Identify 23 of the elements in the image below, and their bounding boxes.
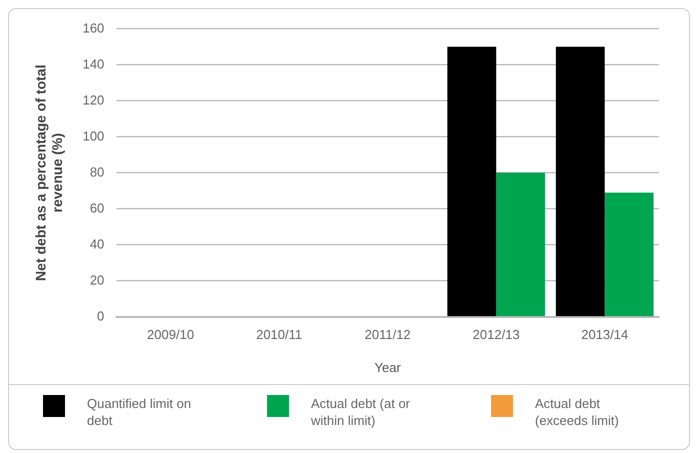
y-tick-label: 120	[82, 92, 104, 108]
x-tick-label: 2011/12	[364, 327, 411, 342]
bar	[556, 46, 605, 316]
y-tick-label: 20	[90, 272, 104, 288]
bar	[496, 172, 546, 316]
x-tick-label: 2010/11	[256, 327, 302, 342]
x-tick-label: 2009/10	[147, 327, 194, 342]
y-tick-label: 160	[82, 20, 104, 36]
y-tick-label: 140	[82, 56, 104, 72]
legend-label: Actual debt (at or within limit)	[311, 395, 411, 429]
x-tick-label: 2013/14	[581, 327, 628, 342]
bar	[604, 192, 654, 316]
y-tick-label: 80	[90, 164, 104, 180]
x-axis-title: Year	[374, 360, 402, 375]
y-tick-label: 0	[97, 308, 104, 324]
x-tick-label: 2012/13	[472, 327, 520, 342]
y-tick-label: 100	[82, 128, 104, 144]
legend-label: Quantified limit on debt	[87, 395, 192, 429]
bar	[447, 46, 496, 316]
y-axis-title: Net debt as a percentage of total revenue (%)	[32, 64, 66, 281]
y-tick-label: 40	[90, 236, 104, 252]
y-tick-label: 60	[90, 200, 104, 216]
legend-label: Actual debt (exceeds limit)	[535, 395, 620, 429]
